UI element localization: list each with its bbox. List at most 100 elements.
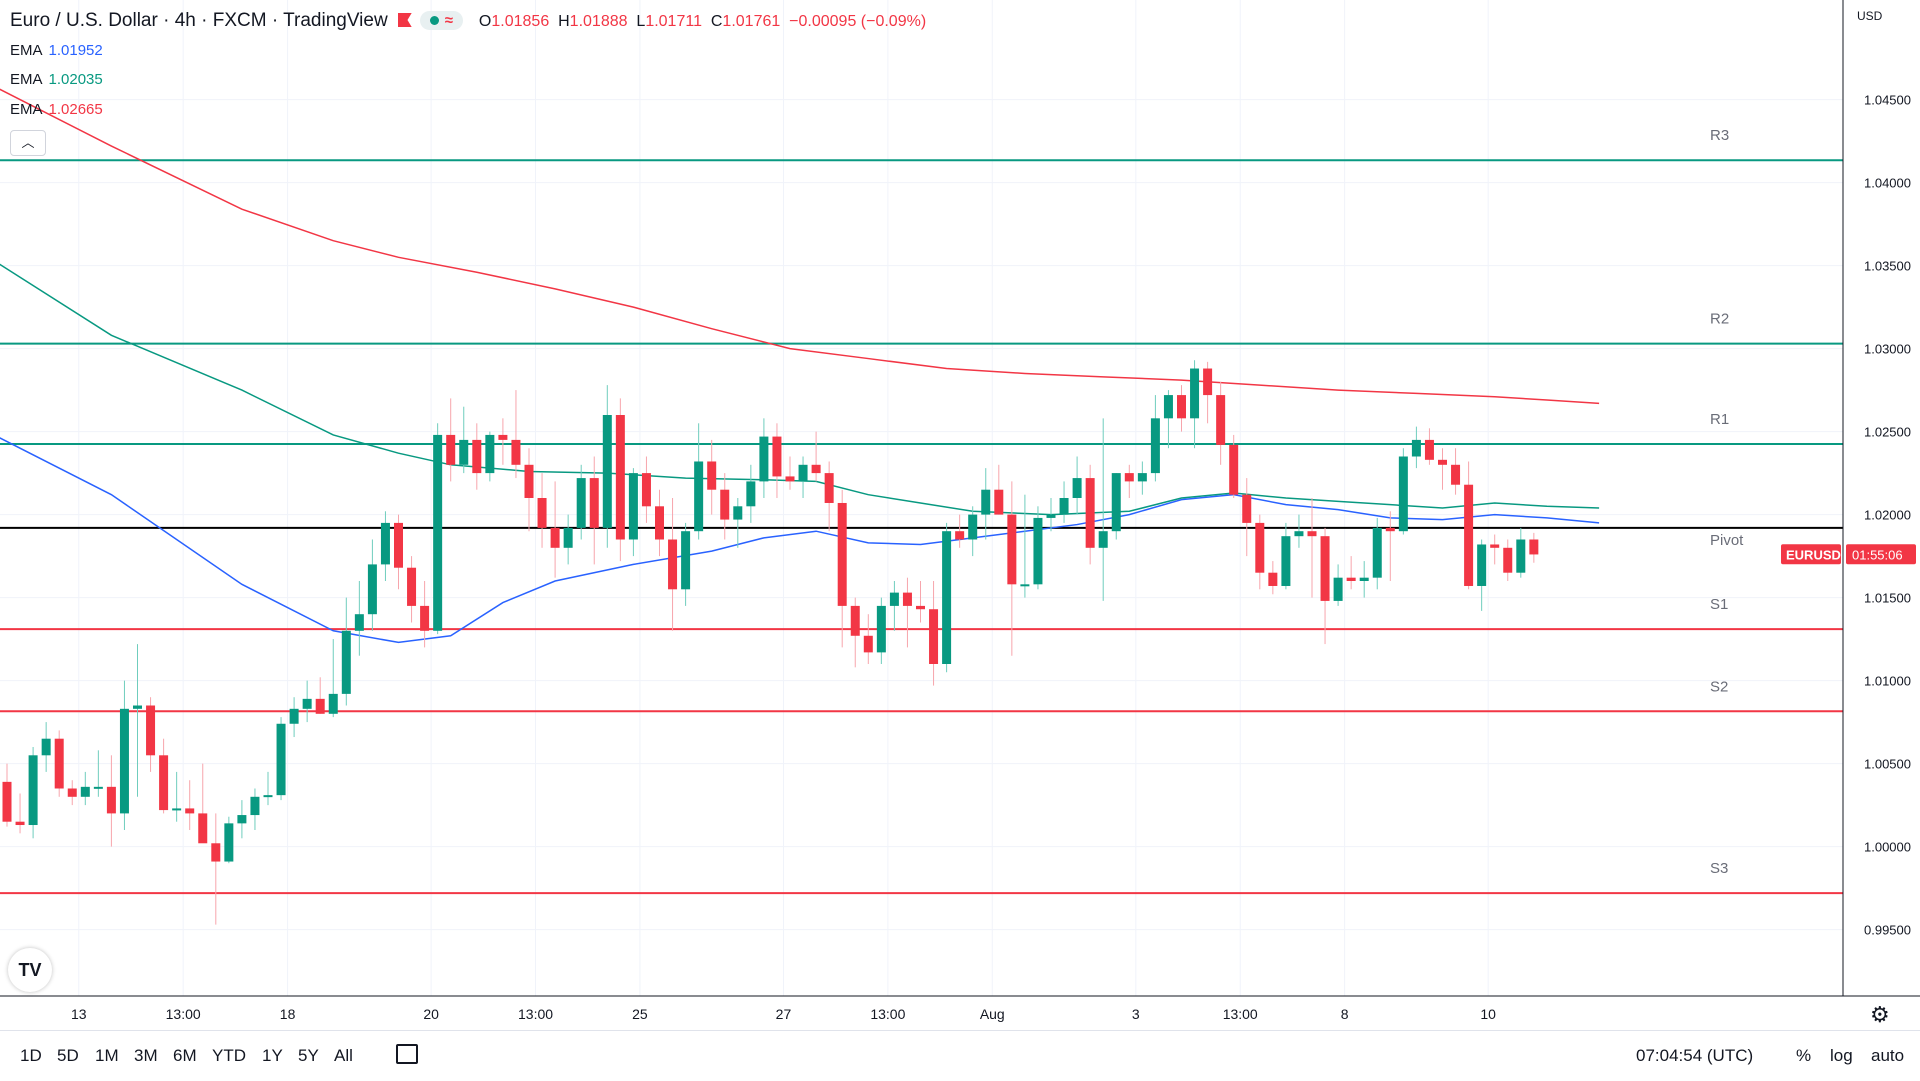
candle[interactable] (133, 644, 142, 797)
log-toggle[interactable]: log (1830, 1046, 1853, 1065)
candle[interactable] (1516, 527, 1526, 578)
flag-icon[interactable] (397, 13, 412, 27)
candle[interactable] (550, 481, 560, 578)
candle[interactable] (367, 539, 377, 631)
candle[interactable] (1294, 514, 1304, 548)
currency-label[interactable]: USD (1857, 9, 1883, 23)
candle[interactable] (981, 468, 991, 540)
timeframe-6m[interactable]: 6M (173, 1046, 197, 1065)
timeframe-5y[interactable]: 5Y (298, 1046, 319, 1065)
candle[interactable] (733, 498, 743, 548)
countdown-badge[interactable] (1846, 544, 1916, 565)
candle[interactable] (1190, 360, 1200, 449)
timeframe-3m[interactable]: 3M (134, 1046, 158, 1065)
candle[interactable] (276, 717, 286, 801)
candle[interactable] (1503, 539, 1513, 582)
candle[interactable] (1307, 498, 1317, 598)
candle[interactable] (1346, 556, 1356, 590)
candle[interactable] (837, 489, 847, 648)
candle[interactable] (1477, 539, 1487, 611)
candle[interactable] (211, 813, 221, 925)
candle[interactable] (315, 677, 325, 714)
calendar-range-icon[interactable] (396, 1044, 418, 1064)
candle[interactable] (354, 581, 364, 656)
candle[interactable] (1229, 434, 1239, 498)
candle[interactable] (1385, 511, 1395, 581)
candle[interactable] (1424, 428, 1434, 465)
candle[interactable] (433, 423, 443, 635)
candle[interactable] (1111, 473, 1121, 540)
candle[interactable] (772, 423, 782, 498)
candle[interactable] (1359, 561, 1369, 598)
candle[interactable] (563, 514, 573, 565)
candle[interactable] (420, 581, 430, 648)
candle[interactable] (1033, 506, 1043, 590)
candle[interactable] (380, 511, 390, 581)
candle[interactable] (1529, 532, 1539, 563)
candle[interactable] (707, 439, 717, 515)
candle[interactable] (198, 763, 208, 844)
candle[interactable] (472, 423, 482, 490)
price-axis[interactable] (1843, 0, 1920, 996)
timeframe-1d[interactable]: 1D (20, 1046, 42, 1065)
symbol-badge[interactable] (1781, 544, 1841, 565)
candle[interactable] (668, 498, 678, 631)
candle[interactable] (172, 771, 182, 822)
candle[interactable] (1059, 481, 1069, 523)
candle[interactable] (394, 514, 403, 590)
candle[interactable] (628, 468, 638, 557)
timeframe-1m[interactable]: 1M (95, 1046, 119, 1065)
candle[interactable] (328, 639, 338, 718)
candle[interactable] (681, 522, 691, 606)
candle[interactable] (15, 793, 25, 834)
candle[interactable] (1216, 381, 1226, 465)
candle[interactable] (80, 771, 90, 806)
candle[interactable] (93, 750, 103, 797)
candle[interactable] (942, 522, 952, 673)
candle[interactable] (159, 738, 169, 814)
candle[interactable] (498, 418, 508, 465)
candle[interactable] (746, 464, 756, 523)
candle[interactable] (1438, 448, 1447, 490)
candle[interactable] (446, 398, 456, 482)
candle[interactable] (1268, 561, 1278, 595)
candle[interactable] (302, 680, 312, 723)
candle[interactable] (146, 697, 156, 772)
candle[interactable] (759, 418, 769, 498)
candle[interactable] (602, 385, 612, 548)
candle[interactable] (67, 780, 77, 806)
timeframe-ytd[interactable]: YTD (212, 1046, 246, 1065)
candle[interactable] (41, 722, 51, 772)
candle[interactable] (694, 423, 704, 540)
candle[interactable] (1124, 464, 1134, 498)
candle[interactable] (589, 456, 599, 565)
candle[interactable] (459, 406, 469, 474)
timeframe-5d[interactable]: 5D (57, 1046, 79, 1065)
candle[interactable] (1177, 385, 1186, 432)
candle[interactable] (824, 461, 834, 532)
candle[interactable] (994, 464, 1004, 515)
candle[interactable] (576, 464, 586, 540)
auto-toggle[interactable]: auto (1871, 1046, 1905, 1065)
candle[interactable] (1398, 448, 1408, 535)
gear-icon[interactable]: ⚙ (1870, 1002, 1890, 1027)
candle[interactable] (524, 448, 534, 532)
candle[interactable] (916, 581, 925, 623)
clock-readout[interactable]: 07:04:54 (UTC) (1636, 1046, 1754, 1065)
candle[interactable] (1464, 461, 1474, 590)
timeframe-1y[interactable]: 1Y (262, 1046, 283, 1065)
candle[interactable] (1203, 361, 1213, 424)
candle[interactable] (1320, 527, 1330, 645)
candle[interactable] (511, 390, 521, 479)
candle[interactable] (876, 597, 886, 664)
candle[interactable] (902, 577, 912, 648)
candle[interactable] (250, 788, 260, 831)
candle[interactable] (968, 506, 978, 557)
ema-legend-slow[interactable]: EMA 1.02665 (10, 101, 103, 118)
candle[interactable] (1020, 494, 1030, 598)
candle[interactable] (1333, 564, 1343, 606)
candle[interactable] (1150, 395, 1160, 482)
ema-legend-fast[interactable]: EMA 1.01952 (10, 42, 103, 59)
candle[interactable] (263, 771, 273, 806)
candle[interactable] (119, 680, 129, 830)
